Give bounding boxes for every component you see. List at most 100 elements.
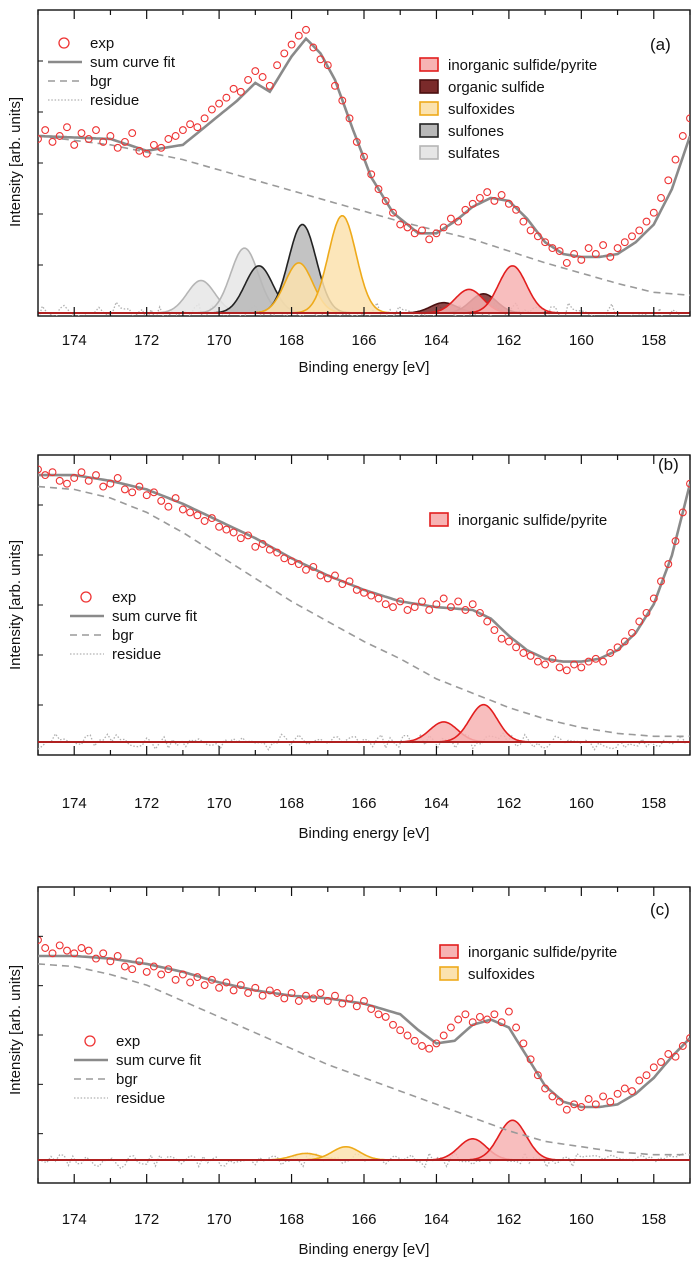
exp-point [265,545,274,554]
exp-point [331,991,339,1000]
exp-point [55,941,64,950]
exp-point [244,531,253,540]
exp-point [77,468,86,477]
exp-point [533,1071,542,1080]
exp-point [541,1084,550,1093]
exp-point [657,1058,665,1066]
exp-point [193,123,202,132]
legend-swatch [439,944,459,959]
exp-point [620,637,629,646]
exp-point [294,997,303,1005]
exp-point [519,649,528,657]
exp-point [396,1026,405,1035]
exp-point [591,250,600,258]
exp-point [345,114,354,123]
panel-label: (a) [650,35,671,54]
exp-point [157,496,166,505]
exp-point [323,997,332,1005]
exp-point [367,591,376,600]
exp-point [186,978,195,987]
exp-point [352,585,361,594]
exp-point [178,970,187,979]
plot-area [38,25,690,316]
exp-point [439,1031,448,1040]
exp-point [164,502,173,511]
exp-point [149,488,158,497]
exp-point [236,87,245,96]
exp-point [446,603,455,612]
exp-point [562,1105,571,1114]
exp-point [258,540,267,548]
residue-series [38,300,681,316]
exp-point [519,217,528,226]
exp-point [671,155,680,164]
exp-point [48,949,57,958]
legend-fit-label: sum curve fit [116,1052,202,1069]
exp-point [396,220,405,229]
x-axis-label: Binding energy [eV] [299,1241,430,1258]
exp-point [410,603,419,612]
exp-point [686,114,690,123]
legend-component-label: sulfoxides [468,966,535,983]
exp-point [128,965,137,974]
exp-point [92,471,100,480]
exp-point [613,1089,622,1098]
exp-point [186,120,195,129]
x-tick-label: 168 [279,795,304,812]
exp-point [171,132,180,140]
exp-point [606,649,615,657]
x-tick-label: 160 [569,795,594,812]
x-tick-label: 174 [62,1211,87,1228]
exp-point [468,1018,477,1027]
chart-panel-a: 174 172 170 168 166 164 162 160 158 Binding energ… [7,9,691,376]
exp-point [497,634,506,643]
exp-point [106,479,115,488]
x-axis-label: Binding energy [eV] [299,359,430,376]
exp-point [664,560,673,569]
exp-point [84,135,93,143]
exp-point [446,214,455,223]
exp-point [294,31,303,40]
exp-point [410,1036,419,1045]
exp-point [251,67,260,76]
exp-point [287,989,296,997]
exp-point [142,149,151,158]
exp-point [504,1007,513,1016]
exp-point [620,238,629,247]
exp-point [55,132,64,140]
exp-point [309,562,318,571]
exp-point [186,508,195,517]
residue-series [38,1151,686,1170]
exp-point [171,494,180,503]
x-tick-label: 164 [424,795,449,812]
exp-point [294,560,303,569]
x-tick-label: 170 [207,795,232,812]
exp-point [193,973,202,982]
exp-point [374,185,383,194]
exp-point [396,597,405,606]
exp-point [63,946,71,955]
exp-point [432,1039,441,1048]
exp-point [84,476,93,485]
exp-point [686,1034,690,1043]
exp-point [584,657,593,666]
exp-point [584,1095,593,1103]
x-tick-label: 160 [569,332,594,349]
exp-point [490,626,499,635]
exp-point [309,43,318,52]
exp-point [635,226,644,235]
exp-point [113,474,122,482]
exp-point [642,608,651,617]
x-tick-label: 174 [62,332,87,349]
exp-point [512,205,521,214]
x-tick-label: 158 [641,332,666,349]
exp-point [389,208,397,217]
legend-components: inorganic sulfide/pyrite organic sulfide s… [419,57,597,162]
exp-point [425,606,434,614]
exp-point [236,981,245,990]
exp-point [193,511,202,520]
x-tick-label: 166 [351,795,376,812]
exp-point [468,199,477,208]
exp-point [555,663,564,672]
exp-point [403,223,412,232]
